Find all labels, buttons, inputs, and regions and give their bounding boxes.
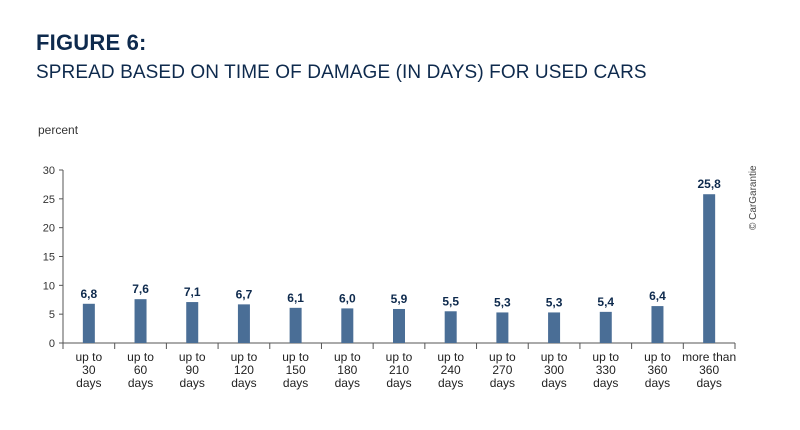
bar [496,312,509,343]
data-label: 6,4 [649,289,666,303]
x-tick-label: up to [489,350,516,364]
x-tick-label: up to [75,350,102,364]
figure-title: FIGURE 6: [36,30,147,55]
x-tick-label: days [76,376,101,390]
x-tick-label: up to [437,350,464,364]
x-tick-label: 60 [134,363,148,377]
x-tick-label: 330 [596,363,616,377]
y-tick-label: 10 [43,280,55,292]
y-tick-label: 5 [49,309,55,321]
x-tick-label: 150 [286,363,306,377]
bar [651,306,664,343]
bar [134,299,147,343]
bar [548,312,561,343]
y-tick-label: 15 [43,252,55,264]
y-axis-label: percent [38,123,79,137]
bar [237,304,250,343]
bar [599,311,612,343]
x-tick-label: up to [282,350,309,364]
data-label: 6,8 [81,287,98,301]
x-tick-label: 210 [389,363,409,377]
data-label: 25,8 [697,177,721,191]
x-tick-label: 360 [699,363,719,377]
x-tick-label: up to [541,350,568,364]
x-tick-label: days [180,376,205,390]
bar [289,307,302,343]
x-tick-label: days [386,376,411,390]
x-tick-label: days [231,376,256,390]
x-tick-label: days [645,376,670,390]
x-tick-label: days [593,376,618,390]
x-tick-label: days [696,376,721,390]
data-label: 7,6 [132,282,149,296]
bar [341,308,354,343]
x-tick-label: 300 [544,363,564,377]
data-label: 5,3 [494,295,511,309]
bar [703,194,716,343]
figure-subtitle: SPREAD BASED ON TIME OF DAMAGE (IN DAYS)… [36,62,647,83]
x-tick-label: up to [231,350,258,364]
data-label: 5,9 [391,292,408,306]
y-tick-label: 30 [43,165,55,177]
bar [444,311,457,343]
x-tick-label: up to [127,350,154,364]
data-label: 6,1 [287,291,304,305]
data-label: 5,3 [546,295,563,309]
x-tick-label: 180 [337,363,357,377]
x-tick-label: up to [592,350,619,364]
x-tick-label: up to [334,350,361,364]
x-tick-label: days [335,376,360,390]
x-tick-label: days [490,376,515,390]
bar [82,303,95,343]
x-tick-label: days [438,376,463,390]
x-tick-label: up to [644,350,671,364]
x-tick-label: up to [386,350,413,364]
x-tick-label: up to [179,350,206,364]
bar [393,308,405,343]
data-label: 6,7 [236,287,253,301]
x-tick-label: 120 [234,363,254,377]
x-tick-label: days [283,376,308,390]
x-tick-label: 30 [82,363,96,377]
x-tick-label: days [128,376,153,390]
y-tick-label: 20 [43,223,55,235]
x-tick-label: 90 [186,363,200,377]
x-tick-label: days [541,376,566,390]
x-tick-label: more than [682,350,736,364]
x-tick-label: 360 [647,363,667,377]
x-tick-label: 240 [441,363,461,377]
y-tick-label: 0 [49,338,55,350]
bar [186,302,199,343]
y-tick-label: 25 [43,194,55,206]
data-label: 5,5 [442,294,459,308]
data-label: 7,1 [184,285,201,299]
data-label: 5,4 [597,295,614,309]
x-tick-label: 270 [492,363,512,377]
data-label: 6,0 [339,291,356,305]
